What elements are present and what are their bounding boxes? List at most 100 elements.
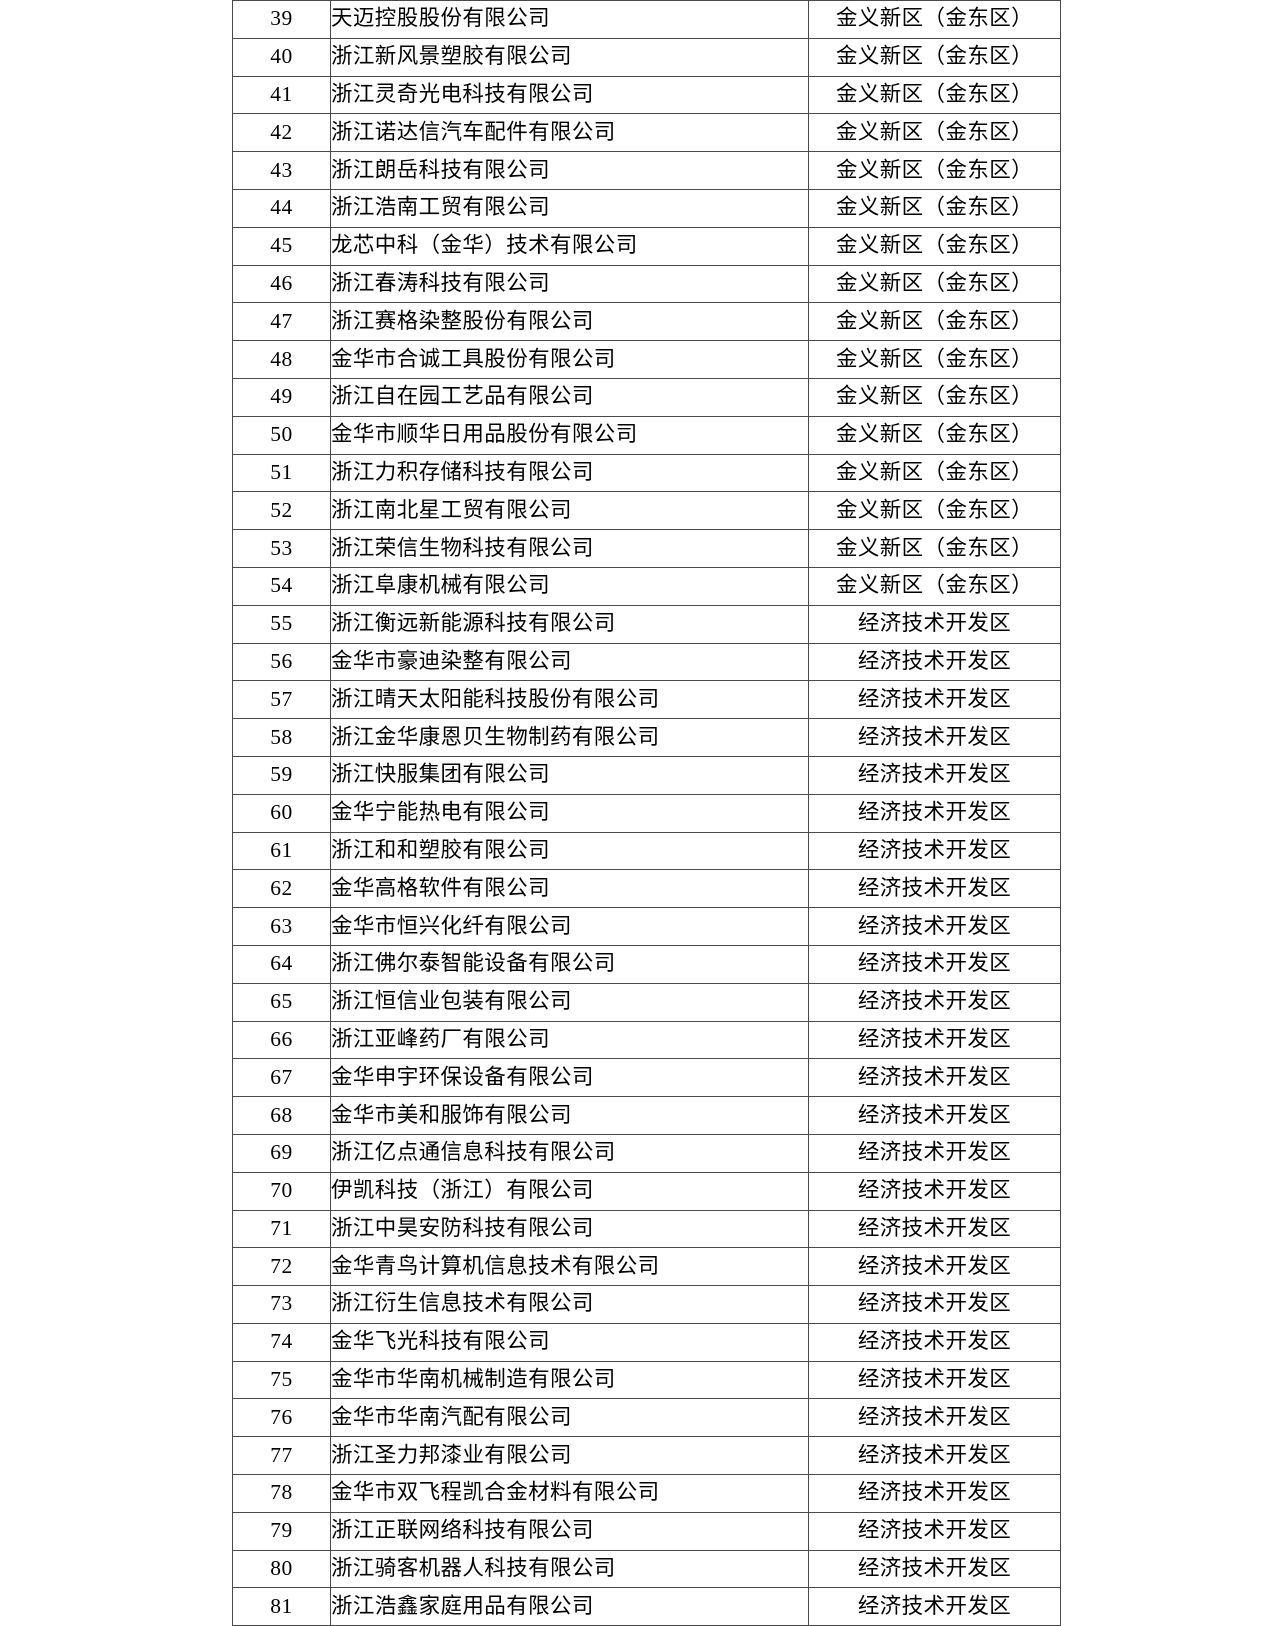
row-index-cell: 46: [232, 264, 331, 304]
row-index-cell: 61: [232, 831, 331, 871]
district-cell: 经济技术开发区: [808, 1360, 1061, 1400]
table-row: 62 金华高格软件有限公司 经济技术开发区: [232, 869, 1061, 909]
district-cell: 经济技术开发区: [808, 1511, 1061, 1551]
row-index-cell: 73: [232, 1285, 331, 1324]
table-row: 72 金华青鸟计算机信息技术有限公司 经济技术开发区: [232, 1247, 1061, 1287]
district-cell: 经济技术开发区: [808, 869, 1061, 909]
company-name-cell: 金华青鸟计算机信息技术有限公司: [330, 1247, 809, 1287]
company-name-cell: 浙江赛格染整股份有限公司: [330, 302, 809, 342]
company-name-cell: 浙江诺达信汽车配件有限公司: [330, 113, 809, 153]
row-index-cell: 56: [232, 642, 331, 682]
row-index-cell: 78: [232, 1474, 331, 1513]
table-row: 65 浙江恒信业包装有限公司 经济技术开发区: [232, 982, 1061, 1022]
company-name-cell: 浙江快服集团有限公司: [330, 755, 809, 795]
table-row: 60 金华宁能热电有限公司 经济技术开发区: [232, 793, 1061, 833]
table-row: 48 金华市合诚工具股份有限公司 金义新区（金东区）: [232, 340, 1061, 379]
row-index-cell: 62: [232, 869, 331, 909]
table-row: 44 浙江浩南工贸有限公司 金义新区（金东区）: [232, 188, 1061, 228]
company-name-cell: 金华申宇环保设备有限公司: [330, 1058, 809, 1098]
row-index-cell: 72: [232, 1247, 331, 1287]
company-name-cell: 伊凯科技（浙江）有限公司: [330, 1171, 809, 1211]
district-cell: 金义新区（金东区）: [808, 491, 1061, 531]
district-cell: 经济技术开发区: [808, 604, 1061, 644]
row-index-cell: 45: [232, 226, 331, 266]
district-cell: 金义新区（金东区）: [808, 75, 1061, 115]
table-row: 47 浙江赛格染整股份有限公司 金义新区（金东区）: [232, 302, 1061, 342]
table-row: 79 浙江正联网络科技有限公司 经济技术开发区: [232, 1511, 1061, 1551]
row-index-cell: 65: [232, 982, 331, 1022]
row-index-cell: 43: [232, 151, 331, 190]
district-cell: 经济技术开发区: [808, 680, 1061, 720]
company-name-cell: 浙江晴天太阳能科技股份有限公司: [330, 680, 809, 720]
company-name-cell: 浙江朗岳科技有限公司: [330, 151, 809, 190]
district-cell: 经济技术开发区: [808, 1436, 1061, 1476]
district-cell: 经济技术开发区: [808, 1322, 1061, 1362]
row-index-cell: 44: [232, 188, 331, 228]
district-cell: 经济技术开发区: [808, 1587, 1061, 1626]
row-index-cell: 42: [232, 113, 331, 153]
district-cell: 经济技术开发区: [808, 642, 1061, 682]
row-index-cell: 53: [232, 529, 331, 568]
district-cell: 金义新区（金东区）: [808, 264, 1061, 304]
district-cell: 经济技术开发区: [808, 1398, 1061, 1438]
row-index-cell: 70: [232, 1171, 331, 1211]
company-name-cell: 浙江力积存储科技有限公司: [330, 453, 809, 493]
district-cell: 金义新区（金东区）: [808, 302, 1061, 342]
district-cell: 经济技术开发区: [808, 1549, 1061, 1589]
table-row: 50 金华市顺华日用品股份有限公司 金义新区（金东区）: [232, 415, 1061, 455]
row-index-cell: 80: [232, 1549, 331, 1589]
row-index-cell: 39: [232, 0, 331, 39]
table-row: 53 浙江荣信生物科技有限公司 金义新区（金东区）: [232, 529, 1061, 568]
company-name-cell: 金华市顺华日用品股份有限公司: [330, 415, 809, 455]
district-cell: 金义新区（金东区）: [808, 151, 1061, 190]
district-cell: 金义新区（金东区）: [808, 37, 1061, 77]
table-row: 69 浙江亿点通信息科技有限公司 经济技术开发区: [232, 1133, 1061, 1173]
table-row: 49 浙江自在园工艺品有限公司 金义新区（金东区）: [232, 377, 1061, 417]
table-row: 41 浙江灵奇光电科技有限公司 金义新区（金东区）: [232, 75, 1061, 115]
company-name-cell: 金华宁能热电有限公司: [330, 793, 809, 833]
company-name-cell: 浙江浩南工贸有限公司: [330, 188, 809, 228]
district-cell: 经济技术开发区: [808, 1020, 1061, 1060]
company-name-cell: 浙江自在园工艺品有限公司: [330, 377, 809, 417]
table-row: 57 浙江晴天太阳能科技股份有限公司 经济技术开发区: [232, 680, 1061, 720]
table-row: 75 金华市华南机械制造有限公司 经济技术开发区: [232, 1360, 1061, 1400]
table-row: 42 浙江诺达信汽车配件有限公司 金义新区（金东区）: [232, 113, 1061, 153]
company-list-table: 39 天迈控股股份有限公司 金义新区（金东区） 40 浙江新风景塑胶有限公司 金义新区（金…: [232, 0, 1061, 1626]
row-index-cell: 68: [232, 1096, 331, 1135]
table-row: 61 浙江和和塑胶有限公司 经济技术开发区: [232, 831, 1061, 871]
company-name-cell: 浙江恒信业包装有限公司: [330, 982, 809, 1022]
table-row: 56 金华市豪迪染整有限公司 经济技术开发区: [232, 642, 1061, 682]
district-cell: 金义新区（金东区）: [808, 340, 1061, 379]
district-cell: 经济技术开发区: [808, 1096, 1061, 1135]
row-index-cell: 71: [232, 1209, 331, 1249]
company-name-cell: 金华市华南机械制造有限公司: [330, 1360, 809, 1400]
table-row: 55 浙江衡远新能源科技有限公司 经济技术开发区: [232, 604, 1061, 644]
company-name-cell: 浙江正联网络科技有限公司: [330, 1511, 809, 1551]
row-index-cell: 40: [232, 37, 331, 77]
row-index-cell: 81: [232, 1587, 331, 1626]
company-name-cell: 金华高格软件有限公司: [330, 869, 809, 909]
table-row: 74 金华飞光科技有限公司 经济技术开发区: [232, 1322, 1061, 1362]
row-index-cell: 58: [232, 718, 331, 757]
table-row: 64 浙江佛尔泰智能设备有限公司 经济技术开发区: [232, 944, 1061, 984]
district-cell: 金义新区（金东区）: [808, 453, 1061, 493]
row-index-cell: 64: [232, 944, 331, 984]
table-row: 51 浙江力积存储科技有限公司 金义新区（金东区）: [232, 453, 1061, 493]
row-index-cell: 66: [232, 1020, 331, 1060]
table-row: 81 浙江浩鑫家庭用品有限公司 经济技术开发区: [232, 1587, 1061, 1626]
company-table-body: 39 天迈控股股份有限公司 金义新区（金东区） 40 浙江新风景塑胶有限公司 金义新区（金…: [232, 0, 1061, 1626]
table-row: 67 金华申宇环保设备有限公司 经济技术开发区: [232, 1058, 1061, 1098]
table-row: 40 浙江新风景塑胶有限公司 金义新区（金东区）: [232, 37, 1061, 77]
table-row: 66 浙江亚峰药厂有限公司 经济技术开发区: [232, 1020, 1061, 1060]
company-name-cell: 浙江骑客机器人科技有限公司: [330, 1549, 809, 1589]
company-name-cell: 金华市合诚工具股份有限公司: [330, 340, 809, 379]
row-index-cell: 55: [232, 604, 331, 644]
company-name-cell: 浙江和和塑胶有限公司: [330, 831, 809, 871]
district-cell: 经济技术开发区: [808, 1285, 1061, 1324]
row-index-cell: 41: [232, 75, 331, 115]
company-name-cell: 浙江阜康机械有限公司: [330, 566, 809, 606]
row-index-cell: 60: [232, 793, 331, 833]
company-name-cell: 金华市恒兴化纤有限公司: [330, 907, 809, 946]
company-table-container: 39 天迈控股股份有限公司 金义新区（金东区） 40 浙江新风景塑胶有限公司 金义新区（金…: [232, 0, 1061, 1626]
company-name-cell: 浙江亿点通信息科技有限公司: [330, 1133, 809, 1173]
